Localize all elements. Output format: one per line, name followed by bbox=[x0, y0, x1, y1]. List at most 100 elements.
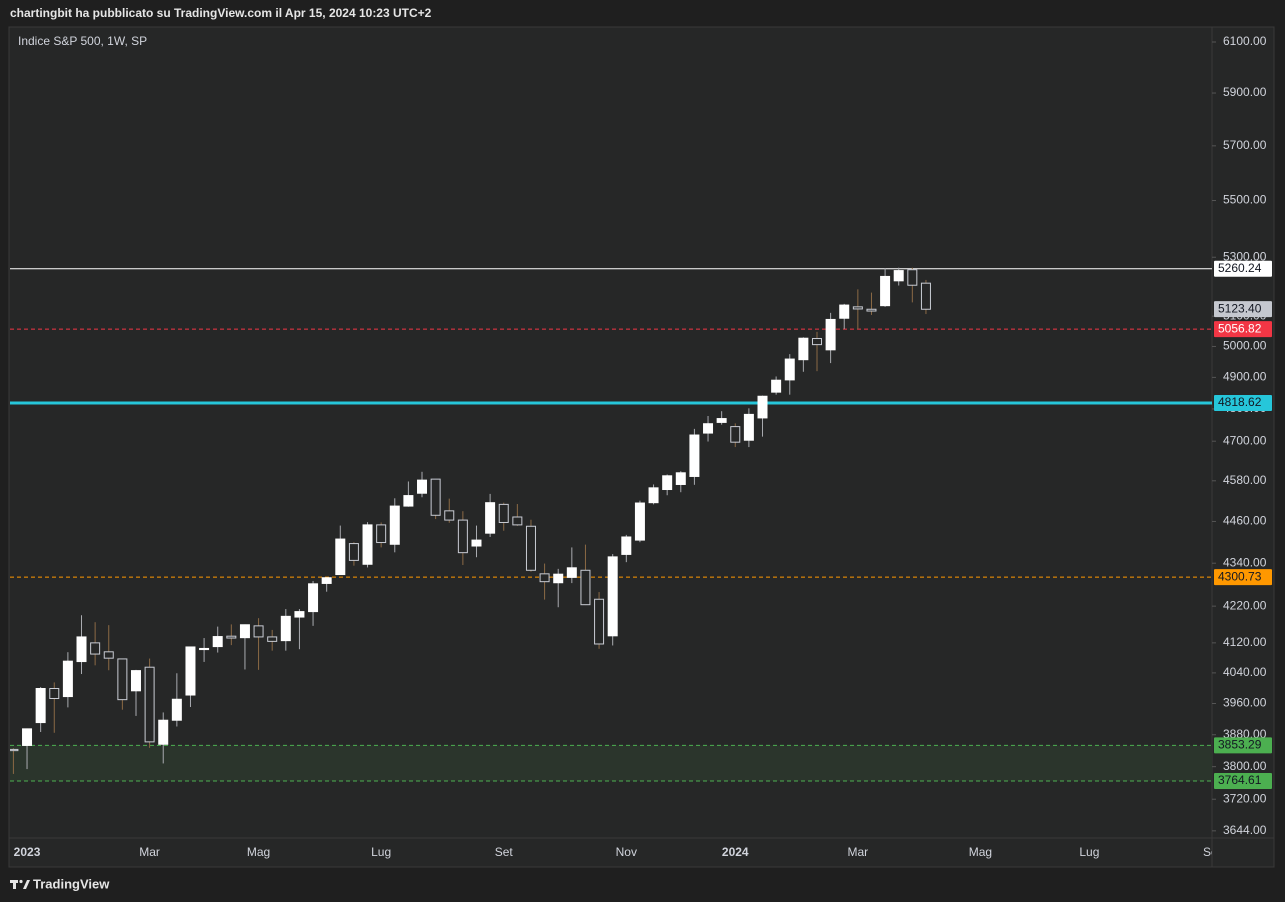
chart-title: Indice S&P 500, 1W, SP bbox=[18, 34, 147, 48]
chart-panel bbox=[8, 26, 1275, 868]
candle-body bbox=[457, 519, 468, 554]
candle-body bbox=[76, 636, 87, 663]
y-tick-label: 5900.00 bbox=[1223, 85, 1267, 99]
candle-body bbox=[267, 636, 278, 642]
y-tick-label: 3960.00 bbox=[1223, 696, 1267, 710]
y-tick-label: 6100.00 bbox=[1223, 34, 1267, 48]
y-tick-label: 4040.00 bbox=[1223, 665, 1267, 679]
level-price-label: 5056.82 bbox=[1218, 321, 1262, 335]
y-tick-label: 5300.00 bbox=[1223, 249, 1267, 263]
candle-body bbox=[703, 423, 714, 434]
x-tick-label: Set bbox=[1203, 845, 1222, 859]
candle-body bbox=[199, 647, 210, 651]
level-price-bg bbox=[1214, 569, 1272, 586]
candle-body bbox=[348, 543, 359, 561]
candle-body bbox=[880, 275, 891, 307]
candle-body bbox=[757, 395, 768, 419]
candle-body bbox=[784, 358, 795, 381]
zone bbox=[10, 745, 1212, 781]
candle-body bbox=[49, 688, 60, 699]
candle-body bbox=[485, 502, 496, 534]
header-text: chartingbit ha pubblicato su TradingView… bbox=[10, 6, 432, 20]
candle-body bbox=[471, 539, 482, 547]
time-axis: 2023 Mar Mag Lug Set Nov 2024 Mar Mag Lug Set bbox=[14, 845, 1222, 859]
candle-body bbox=[771, 379, 782, 393]
candle-body bbox=[907, 269, 918, 286]
x-tick-label: Mag bbox=[969, 845, 992, 859]
candle-body bbox=[866, 308, 877, 312]
candle-body bbox=[321, 577, 332, 584]
candle-body bbox=[335, 538, 346, 576]
candle-body bbox=[512, 516, 523, 526]
candle-body bbox=[294, 611, 305, 618]
candle-body bbox=[675, 472, 686, 485]
candle-body bbox=[22, 728, 33, 746]
candle-body bbox=[893, 270, 904, 282]
y-tick-label: 4120.00 bbox=[1223, 635, 1267, 649]
x-tick-label: Mag bbox=[247, 845, 270, 859]
candle-body bbox=[226, 635, 237, 639]
candle-body bbox=[430, 478, 441, 516]
candle-body bbox=[253, 625, 264, 638]
candle-body bbox=[62, 660, 73, 698]
candle-body bbox=[144, 666, 155, 743]
y-tick-label: 4900.00 bbox=[1223, 370, 1267, 384]
y-tick-label: 4580.00 bbox=[1223, 473, 1267, 487]
y-tick-label: 4700.00 bbox=[1223, 433, 1267, 447]
last-price-label: 5123.40 bbox=[1218, 301, 1262, 315]
plot-area bbox=[10, 267, 1212, 782]
candle-body bbox=[103, 651, 114, 659]
last-price-bg bbox=[1214, 301, 1272, 318]
candle-body bbox=[280, 615, 291, 642]
candle-body bbox=[730, 426, 741, 443]
candle-body bbox=[811, 338, 822, 346]
candle-body bbox=[389, 505, 400, 545]
x-tick-label: Mar bbox=[848, 845, 869, 859]
candle-body bbox=[594, 598, 605, 645]
candle-body bbox=[212, 636, 223, 648]
candle-body bbox=[417, 479, 428, 494]
x-tick-label: 2023 bbox=[14, 845, 41, 859]
candle-body bbox=[689, 434, 700, 477]
candle-body bbox=[743, 413, 754, 441]
level-price-bg bbox=[1214, 321, 1272, 338]
y-tick-label: 5000.00 bbox=[1223, 339, 1267, 353]
candle-body bbox=[648, 487, 659, 504]
candle-body bbox=[10, 748, 19, 752]
candle-body bbox=[362, 524, 373, 565]
candle-body bbox=[35, 688, 46, 724]
y-tick-label: 3720.00 bbox=[1223, 791, 1267, 805]
candle-body bbox=[158, 719, 169, 745]
candle-body bbox=[920, 282, 931, 310]
y-tick-label: 5500.00 bbox=[1223, 193, 1267, 207]
level-price-label: 4818.62 bbox=[1218, 395, 1262, 409]
candle-body bbox=[852, 306, 863, 310]
candle-body bbox=[566, 567, 577, 578]
y-tick-label: 4340.00 bbox=[1223, 555, 1267, 569]
y-tick-label: 5700.00 bbox=[1223, 138, 1267, 152]
x-tick-label: 2024 bbox=[722, 845, 749, 859]
candle-body bbox=[607, 556, 618, 637]
candle-body bbox=[539, 573, 550, 583]
candle-body bbox=[839, 304, 850, 319]
candle-body bbox=[90, 642, 101, 655]
footer-logo bbox=[10, 879, 30, 889]
candle-body bbox=[553, 573, 564, 584]
candle-body bbox=[621, 536, 632, 555]
candle-body bbox=[798, 337, 809, 361]
candle-body bbox=[634, 502, 645, 541]
level-price-bg bbox=[1214, 772, 1272, 789]
candle-body bbox=[498, 503, 509, 523]
x-tick-label: Lug bbox=[371, 845, 391, 859]
x-tick-label: Set bbox=[495, 845, 514, 859]
level-price-bg bbox=[1214, 737, 1272, 754]
level-price-label: 5260.24 bbox=[1218, 261, 1262, 275]
y-tick-label: 4460.00 bbox=[1223, 514, 1267, 528]
candle-body bbox=[117, 658, 128, 701]
candle-body bbox=[444, 510, 455, 521]
y-tick-label: 4220.00 bbox=[1223, 598, 1267, 612]
candle-body bbox=[239, 624, 250, 639]
level-price-label: 3764.61 bbox=[1218, 773, 1262, 787]
